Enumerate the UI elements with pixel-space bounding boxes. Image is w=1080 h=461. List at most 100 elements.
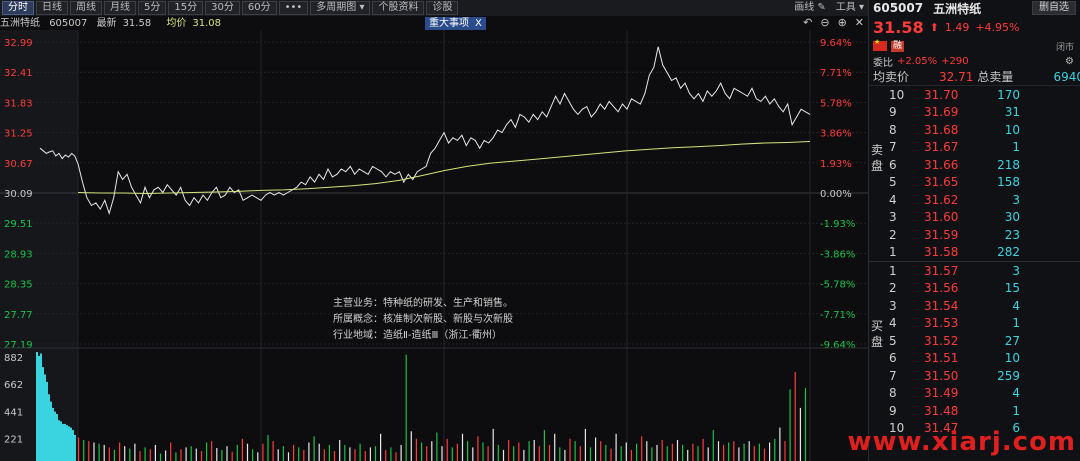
- close-icon[interactable]: X: [475, 18, 482, 29]
- volume-bar: [595, 437, 597, 461]
- gear-icon[interactable]: ⚙: [1065, 55, 1074, 67]
- buy-level-row[interactable]: 6 31.51 10: [869, 350, 1080, 368]
- sell-level-row[interactable]: 6 31.66 218: [869, 156, 1080, 174]
- volume-bar: [415, 438, 417, 461]
- volume-bar: [170, 442, 172, 461]
- volume-bar: [50, 401, 52, 461]
- tools-menu[interactable]: 工具 ▾: [835, 2, 864, 13]
- level-volume: 218: [997, 157, 1020, 172]
- volume-bar: [548, 444, 551, 461]
- stock-info-box: 主营业务：特种纸的研发、生产和销售。 所属概念：核准制次新股、新股与次新股 行业…: [333, 296, 513, 344]
- period-tab-4[interactable]: 5分: [138, 1, 167, 15]
- major-events-tag[interactable]: 重大事项 X: [425, 17, 486, 30]
- volume-bar: [508, 440, 510, 461]
- volume-bar: [492, 428, 494, 461]
- intraday-chart[interactable]: 32.99 9.64% 32.41 7.71% 31.83 5.78% 31.25 3.86%…: [0, 30, 868, 461]
- volume-bar: [712, 430, 714, 461]
- volume-bar: [758, 443, 760, 461]
- sell-level-row[interactable]: 7 31.67 1: [869, 139, 1080, 157]
- close-icon[interactable]: ✕: [854, 16, 864, 29]
- volume-bar: [359, 443, 361, 461]
- volume-bar: [159, 453, 162, 461]
- sell-level-row[interactable]: 10 31.70 170: [869, 86, 1080, 104]
- undo-icon[interactable]: ↶: [803, 16, 813, 29]
- volume-bar: [119, 442, 121, 461]
- level-volume: 10: [1004, 351, 1020, 366]
- volume-bar: [257, 452, 259, 461]
- period-tab-5[interactable]: 15分: [168, 1, 204, 15]
- volume-bar: [559, 447, 561, 461]
- volume-bar: [40, 353, 42, 461]
- volume-bar: [93, 442, 95, 461]
- volume-bar: [134, 443, 136, 461]
- volume-bar: [666, 446, 668, 461]
- volume-bar: [246, 443, 249, 461]
- volume-bar: [354, 449, 356, 461]
- period-tab-7[interactable]: 60分: [241, 1, 277, 15]
- volume-bar: [241, 438, 243, 461]
- zoom-in-icon[interactable]: ⊕: [837, 16, 847, 29]
- buy-level-row[interactable]: 4 31.53 1: [869, 315, 1080, 333]
- volume-bar: [103, 444, 105, 461]
- level-index: 8: [889, 386, 897, 401]
- volume-bar: [702, 438, 704, 461]
- period-tab-1[interactable]: 日线: [36, 1, 68, 15]
- volume-bar: [461, 433, 464, 461]
- zoom-out-icon[interactable]: ⊖: [820, 16, 830, 29]
- volume-bar: [144, 447, 146, 461]
- buy-level-row[interactable]: 5 31.52 27: [869, 332, 1080, 350]
- buy-level-row[interactable]: 9 31.48 1: [869, 402, 1080, 420]
- period-tab-8[interactable]: •••: [278, 1, 309, 15]
- volume-bar: [66, 425, 68, 461]
- level-price: 31.54: [924, 298, 959, 313]
- level-price: 31.52: [924, 333, 959, 348]
- volume-bar: [175, 452, 177, 461]
- period-tab-0[interactable]: 分时: [2, 1, 34, 15]
- volume-bar: [600, 441, 602, 461]
- sell-level-row[interactable]: 5 31.65 158: [869, 174, 1080, 192]
- level-index: 5: [889, 175, 897, 190]
- period-tab-6[interactable]: 30分: [205, 1, 240, 15]
- period-tab-11[interactable]: 诊股: [426, 1, 459, 15]
- volume-bar: [374, 446, 377, 461]
- volume-bar: [651, 447, 653, 461]
- concept-line: 所属概念：核准制次新股、新股与次新股: [333, 314, 513, 325]
- period-tab-10[interactable]: 个股资料: [372, 1, 425, 15]
- draw-line-button[interactable]: 画线 ✎: [794, 2, 826, 13]
- volume-bar: [748, 441, 750, 461]
- buy-level-row[interactable]: 8 31.49 4: [869, 385, 1080, 403]
- sell-level-row[interactable]: 3 31.60 30: [869, 209, 1080, 227]
- level-index: 9: [889, 105, 897, 120]
- period-tab-2[interactable]: 周线: [70, 1, 102, 15]
- buy-level-row[interactable]: 7 31.50 259: [869, 367, 1080, 385]
- level-price: 31.66: [924, 157, 959, 172]
- volume-bar: [774, 438, 776, 461]
- level-volume: 4: [1012, 298, 1020, 313]
- volume-bar: [687, 449, 689, 461]
- sell-level-row[interactable]: 1 31.58 282: [869, 244, 1080, 262]
- level-volume: 4: [1012, 386, 1020, 401]
- buy-level-row[interactable]: 2 31.56 15: [869, 280, 1080, 298]
- sell-side-label: 卖盘: [871, 143, 884, 173]
- volume-bar: [390, 447, 392, 461]
- order-ratio-row: 委比 +2.05% +290 ⚙: [869, 54, 1080, 69]
- period-tab-9[interactable]: 多周期图 ▾: [310, 1, 371, 15]
- buy-side-label: 买盘: [871, 319, 884, 349]
- sell-level-row[interactable]: 8 31.68 10: [869, 121, 1080, 139]
- level-volume: 15: [1004, 281, 1020, 296]
- volume-bar: [615, 433, 617, 461]
- sell-level-row[interactable]: 2 31.59 23: [869, 226, 1080, 244]
- volume-bar: [554, 433, 556, 461]
- period-tab-3[interactable]: 月线: [104, 1, 136, 15]
- pct-tick-label: -3.86%: [820, 249, 855, 260]
- volume-tick-label: 662: [4, 380, 23, 391]
- sell-level-row[interactable]: 4 31.62 3: [869, 191, 1080, 209]
- buy-level-row[interactable]: 10 31.47 6: [869, 420, 1080, 438]
- buy-level-row[interactable]: 3 31.54 4: [869, 297, 1080, 315]
- volume-bar: [804, 388, 807, 461]
- remove-watchlist-button[interactable]: 删自选: [1032, 1, 1076, 15]
- sell-level-row[interactable]: 9 31.69 31: [869, 104, 1080, 122]
- volume-bar: [405, 354, 407, 461]
- business-line: 主营业务：特种纸的研发、生产和销售。: [333, 298, 513, 309]
- buy-level-row[interactable]: 1 31.57 3: [869, 262, 1080, 280]
